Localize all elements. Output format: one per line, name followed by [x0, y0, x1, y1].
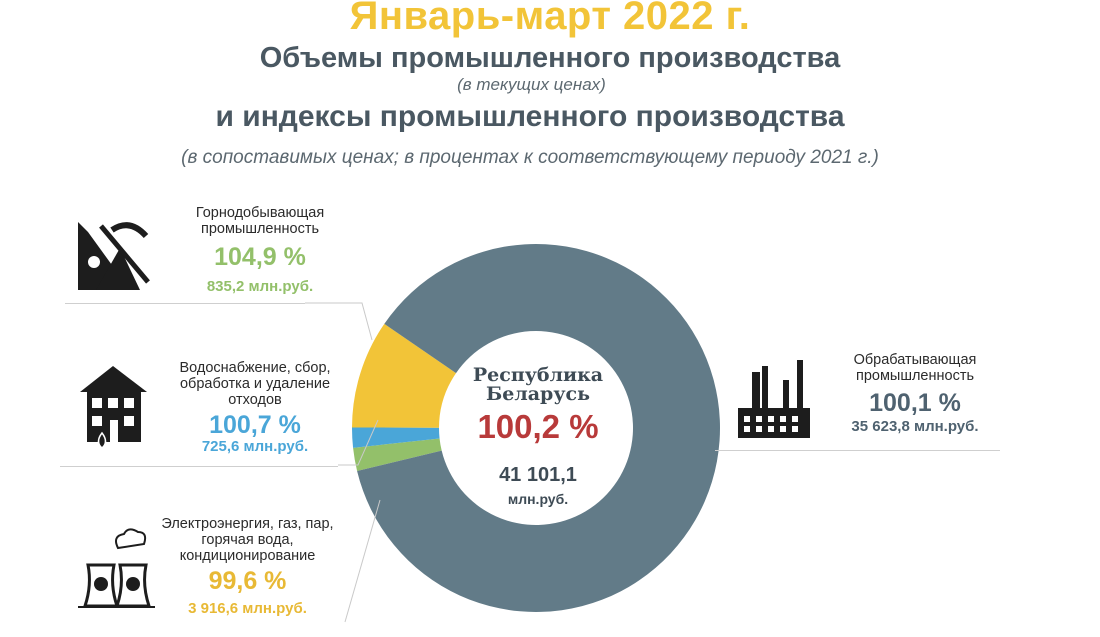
sector-energy-name-line2: горячая вода,: [201, 532, 294, 548]
leader-line-energy: [344, 499, 381, 623]
donut-center: Республика Беларусь 100,2 % 41 101,1 млн…: [458, 364, 618, 508]
sector-energy-name-line3: кондиционирование: [179, 548, 316, 564]
sector-mining-value: 835,2 млн.руб.: [206, 278, 314, 295]
sector-water-index: 100,7 %: [209, 411, 301, 439]
slice-water: [352, 427, 440, 448]
sector-manufacturing-name-line2: промышленность: [855, 368, 975, 384]
sector-water-name-line3: отходов: [228, 392, 282, 408]
sector-energy-index: 99,6 %: [208, 567, 287, 595]
sector-energy-name-line1: Электроэнергия, газ, пар,: [161, 516, 334, 532]
power-plant-icon: [78, 528, 155, 608]
sector-mining-name-line2: промышленность: [200, 221, 320, 237]
sector-manufacturing-value: 35 623,8 млн.руб.: [851, 418, 979, 435]
note-comparable-prices: (в сопоставимых ценах; в процентах к соо…: [181, 147, 879, 168]
sector-mining-index: 104,9 %: [214, 243, 306, 271]
center-unit: млн.руб.: [507, 491, 569, 507]
center-index: 100,2 %: [477, 408, 599, 445]
leader-line-water: [338, 419, 379, 466]
slice-energy: [352, 323, 457, 428]
mining-icon: [78, 222, 150, 290]
house-water-icon: [80, 366, 147, 449]
sector-water-value: 725,6 млн.руб.: [201, 438, 309, 455]
factory-icon: [738, 360, 810, 438]
sector-mining-name-line1: Горнодобывающая: [195, 205, 325, 221]
sector-water-name-line2: обработка и удаление: [179, 376, 331, 392]
separator-line: [65, 303, 305, 304]
sector-manufacturing-name-line1: Обрабатывающая: [853, 352, 977, 368]
separator-line: [715, 450, 1000, 451]
sector-water: Водоснабжение, сбор, обработка и удалени…: [155, 360, 355, 455]
subtitle-volumes: Объемы промышленного производства: [259, 42, 841, 74]
center-label-line1: Республика: [472, 364, 604, 386]
note-current-prices: (в текущих ценах): [457, 75, 606, 94]
center-total-value: 41 101,1: [499, 464, 577, 486]
sector-energy: Электроэнергия, газ, пар, горячая вода, …: [145, 516, 350, 617]
sector-manufacturing-index: 100,1 %: [869, 389, 961, 417]
slice-mining: [353, 438, 442, 471]
sector-water-name-line1: Водоснабжение, сбор,: [179, 360, 331, 376]
sector-energy-value: 3 916,6 млн.руб.: [188, 600, 307, 617]
leader-line-mining: [305, 302, 373, 341]
page-title: Январь-март 2022 г.: [349, 0, 751, 38]
sector-manufacturing: Обрабатывающая промышленность 100,1 % 35…: [815, 352, 1015, 435]
slice-manufacturing: [357, 244, 720, 613]
subtitle-indices: и индексы промышленного производства: [215, 100, 845, 133]
sector-mining: Горнодобывающая промышленность 104,9 % 8…: [165, 205, 355, 295]
center-label-line2: Беларусь: [486, 383, 590, 405]
separator-line: [60, 466, 338, 467]
